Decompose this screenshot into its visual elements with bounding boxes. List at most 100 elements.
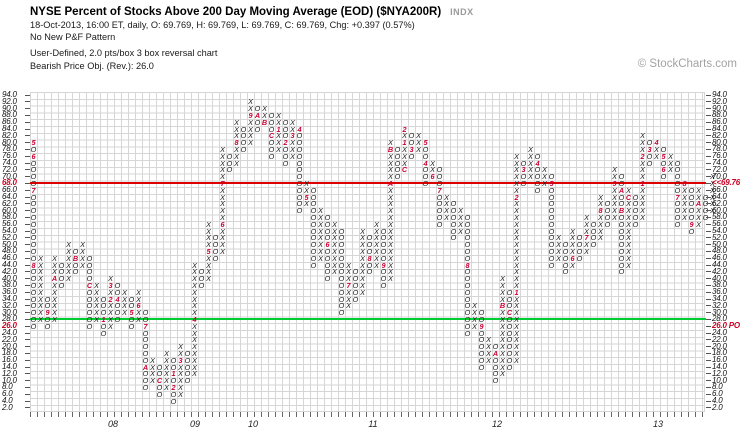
month-marker: 5 xyxy=(304,192,309,202)
pnf-glyph: X xyxy=(682,185,687,195)
y-axis-label-left: 14.0 xyxy=(2,362,17,371)
pnf-glyph: X xyxy=(570,260,575,270)
pnf-glyph: X xyxy=(220,165,225,175)
pnf-glyph: O xyxy=(618,192,625,202)
y-axis-tick xyxy=(25,155,30,157)
pnf-glyph: X xyxy=(374,240,379,250)
pnf-glyph: O xyxy=(128,294,135,304)
pnf-glyph: O xyxy=(212,233,219,243)
pnf-glyph: O xyxy=(352,294,359,304)
pnf-glyph: O xyxy=(464,321,471,331)
pnf-glyph: O xyxy=(464,308,471,318)
pnf-glyph: O xyxy=(170,389,177,399)
pnf-glyph: O xyxy=(30,308,37,318)
pnf-glyph: X xyxy=(248,117,253,127)
y-axis-tick xyxy=(706,359,711,361)
pnf-glyph: O xyxy=(86,253,93,263)
y-axis-label-left: 58.0 xyxy=(2,212,17,222)
pnf-glyph: O xyxy=(282,117,289,127)
y-axis-label-right: 12.0 xyxy=(712,368,727,378)
y-axis-label-left: 2.0 xyxy=(2,402,13,412)
pnf-glyph: O xyxy=(506,301,513,311)
pnf-glyph: O xyxy=(296,158,303,168)
pnf-glyph: O xyxy=(534,172,541,182)
pnf-glyph: X xyxy=(206,253,211,263)
pnf-glyph: X xyxy=(276,111,281,120)
pnf-glyph: X xyxy=(192,308,197,318)
month-marker: 6 xyxy=(325,240,330,250)
y-axis-label-right: 18.0 xyxy=(712,348,727,358)
pnf-glyph: X xyxy=(640,158,645,168)
y-axis-tick xyxy=(706,407,711,409)
y-axis-tick xyxy=(706,271,711,273)
pnf-glyph: O xyxy=(660,158,667,168)
pnf-glyph: O xyxy=(338,226,345,236)
pnf-glyph: O xyxy=(324,267,331,277)
pnf-glyph: O xyxy=(310,247,317,256)
pnf-glyph: O xyxy=(128,315,135,324)
pnf-glyph: X xyxy=(444,213,449,222)
pnf-glyph: X xyxy=(66,253,71,263)
pnf-glyph: X xyxy=(52,281,57,290)
pnf-glyph: O xyxy=(142,369,149,379)
pnf-glyph: O xyxy=(506,362,513,372)
pnf-glyph: X xyxy=(192,355,197,365)
pnf-glyph: X xyxy=(360,267,365,277)
y-axis-tick xyxy=(706,189,711,191)
pnf-glyph: O xyxy=(464,294,471,304)
pnf-glyph: X xyxy=(668,165,673,175)
pnf-glyph: O xyxy=(338,233,345,243)
pnf-glyph: X xyxy=(388,151,393,161)
pnf-glyph: O xyxy=(310,199,317,209)
pnf-glyph: X xyxy=(444,192,449,202)
pnf-glyph: O xyxy=(198,281,205,290)
year-label-12: 12 xyxy=(491,419,503,429)
pnf-glyph: O xyxy=(184,376,191,386)
y-axis-tick xyxy=(706,278,711,280)
pnf-glyph: O xyxy=(86,287,93,297)
pnf-glyph: X xyxy=(346,301,351,311)
pnf-glyph: X xyxy=(654,145,659,154)
month-marker: 1 xyxy=(171,369,176,379)
y-axis-tick xyxy=(25,339,30,341)
y-axis-label-right: 52.0 xyxy=(712,232,727,242)
y-axis-tick xyxy=(25,278,30,280)
pnf-glyph: X xyxy=(514,219,519,229)
y-axis-label-right: 94.0 xyxy=(712,90,727,99)
y-axis-label-left: 26.0 xyxy=(2,321,17,331)
pnf-glyph: O xyxy=(30,281,37,290)
y-axis-tick xyxy=(706,393,711,395)
y-axis-tick xyxy=(706,346,711,348)
y-axis-tick xyxy=(706,108,711,110)
pnf-glyph: X xyxy=(220,233,225,243)
pnf-glyph: O xyxy=(436,192,443,202)
pnf-glyph: O xyxy=(30,145,37,154)
pnf-glyph: X xyxy=(38,315,43,324)
pnf-glyph: O xyxy=(394,172,401,182)
pnf-glyph: X xyxy=(360,287,365,297)
pnf-glyph: X xyxy=(136,315,141,324)
y-axis-label-right: 28.0 xyxy=(712,314,727,324)
pnf-glyph: O xyxy=(86,267,93,277)
symbol-class-badge: INDX xyxy=(450,7,474,17)
y-axis-tick xyxy=(25,162,30,164)
y-axis-tick xyxy=(25,169,30,171)
pnf-glyph: X xyxy=(178,389,183,399)
y-axis-tick xyxy=(706,305,711,307)
pnf-glyph: O xyxy=(506,342,513,352)
pnf-glyph: X xyxy=(570,226,575,236)
pnf-glyph: O xyxy=(366,233,373,243)
pnf-glyph: O xyxy=(506,355,513,365)
pnf-glyph: X xyxy=(346,294,351,304)
pnf-glyph: O xyxy=(548,253,555,263)
pnf-glyph: O xyxy=(408,151,415,161)
pnf-glyph: X xyxy=(318,206,323,216)
pnf-glyph: X xyxy=(458,213,463,222)
year-label-09: 09 xyxy=(189,419,201,429)
pnf-glyph: X xyxy=(486,335,491,345)
pnf-glyph: X xyxy=(402,151,407,161)
y-axis-tick xyxy=(25,359,30,361)
y-axis-label-right: 36.0 xyxy=(712,287,727,297)
pnf-glyph: O xyxy=(674,206,681,216)
pnf-glyph: X xyxy=(626,240,631,250)
